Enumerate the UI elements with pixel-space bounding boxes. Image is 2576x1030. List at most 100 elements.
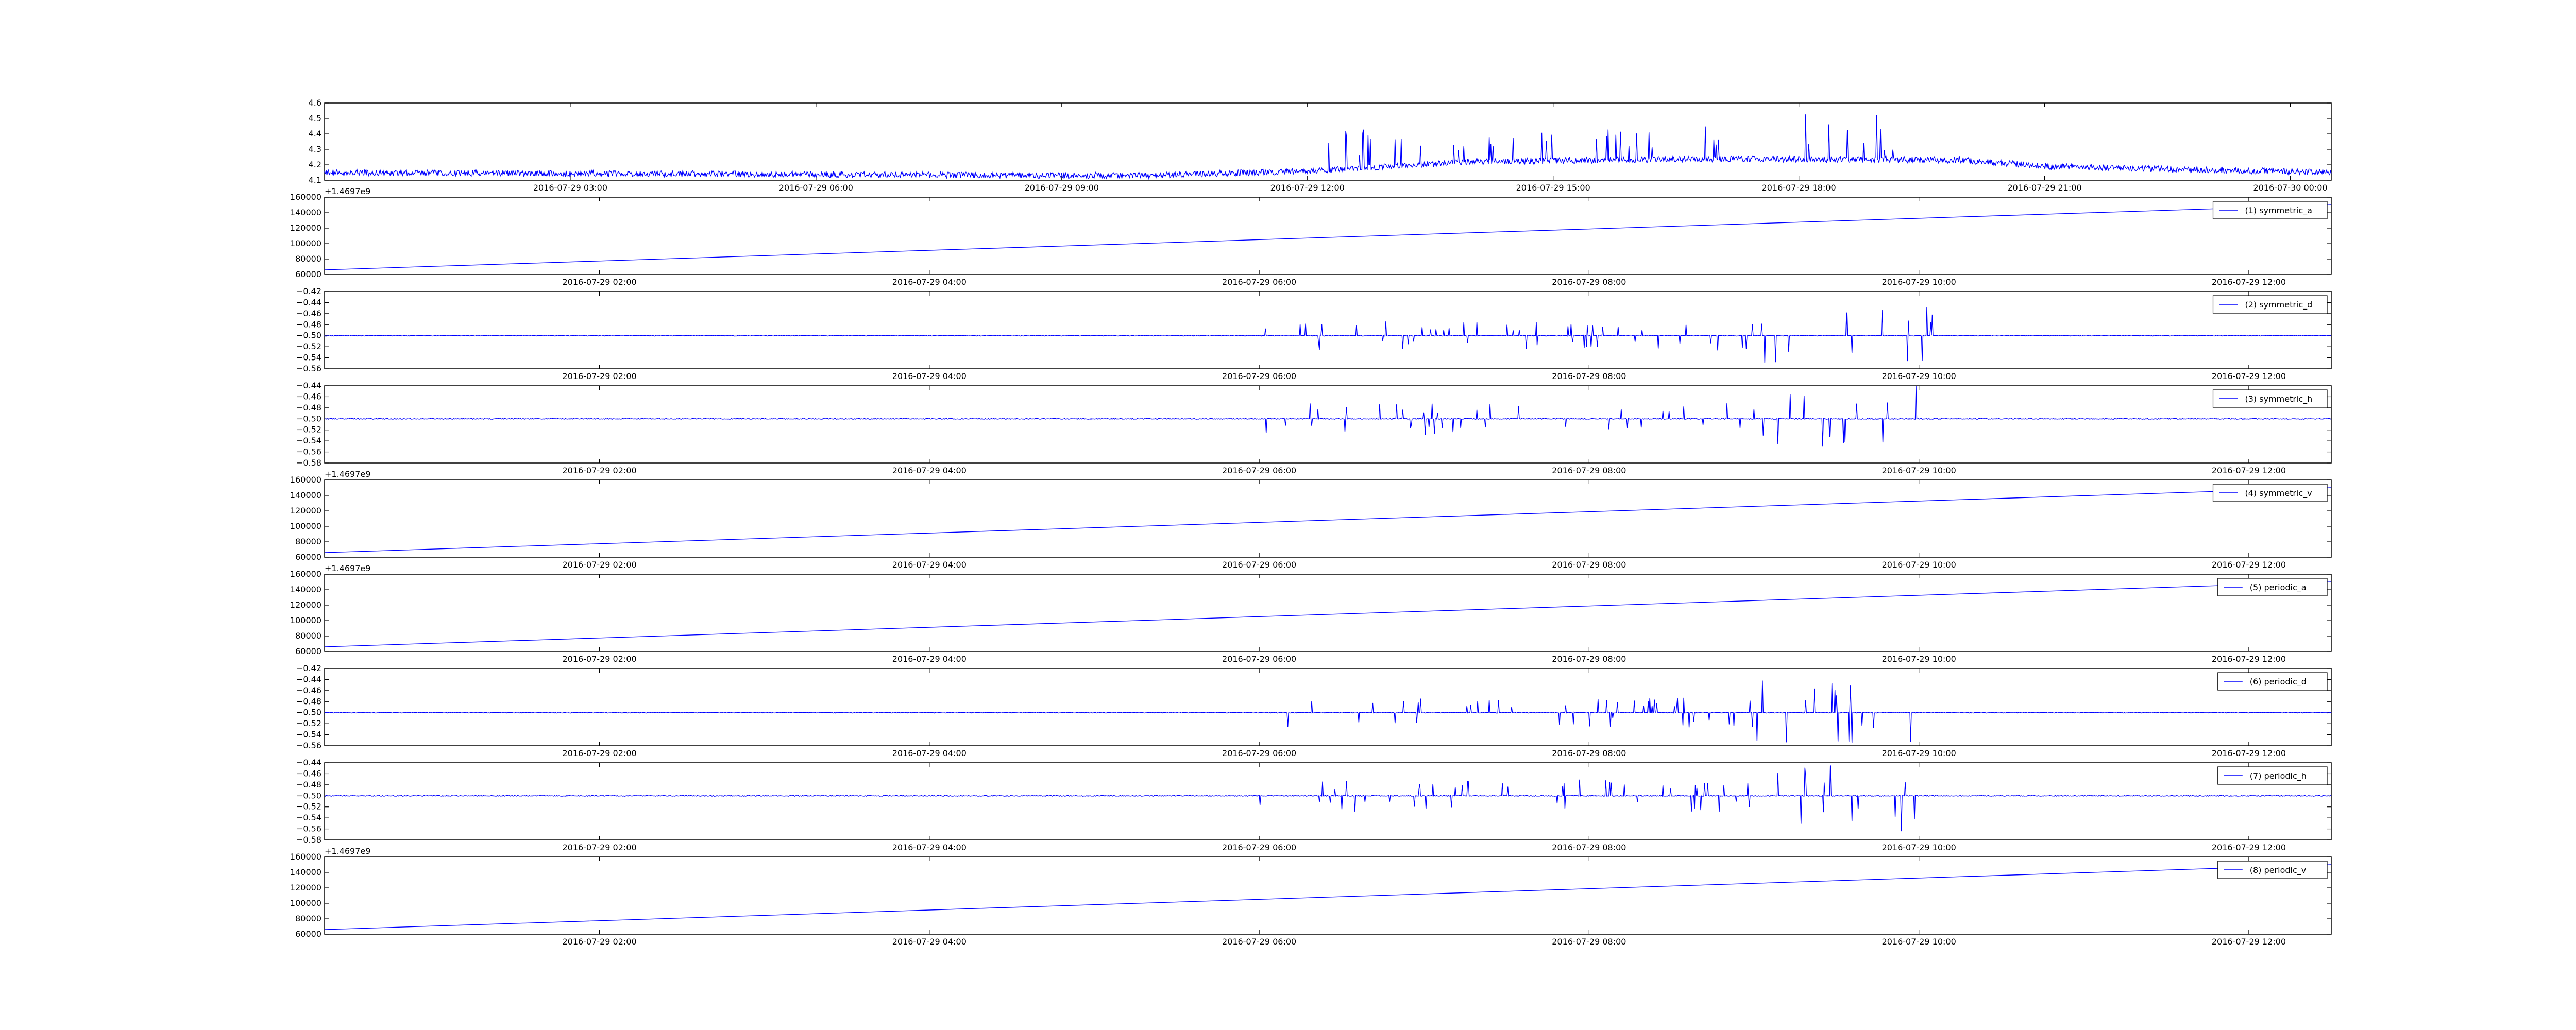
- y-tick-label: −0.50: [296, 708, 321, 717]
- x-tick-label: 2016-07-29 04:00: [892, 843, 967, 852]
- legend-label: (2) symmetric_d: [2245, 300, 2313, 310]
- x-tick-label: 2016-07-29 12:00: [2212, 277, 2286, 287]
- legend-4: (3) symmetric_h: [2212, 389, 2328, 408]
- subplot-9: 2016-07-29 02:00 2016-07-29 04:00 2016-07-…: [290, 846, 2332, 947]
- y-tick-label: 160000: [290, 475, 321, 485]
- x-tick-label: 2016-07-29 06:00: [1222, 748, 1296, 758]
- x-tick-label: 2016-07-29 10:00: [1882, 371, 1956, 381]
- x-tick-label: 2016-07-29 06:00: [1222, 843, 1296, 852]
- y-tick-label: 4.3: [309, 144, 321, 154]
- y-tick-label: −0.44: [296, 758, 321, 767]
- y-tick-label: 60000: [295, 269, 321, 279]
- y-tick-label: 140000: [290, 585, 321, 594]
- x-tick-label: 2016-07-29 04:00: [892, 277, 967, 287]
- x-tick-label: 2016-07-29 15:00: [1516, 183, 1590, 193]
- y-tick-label: 4.6: [309, 98, 321, 108]
- offset-label: +1.4697e9: [325, 563, 370, 573]
- y-tick-label: −0.48: [296, 403, 321, 413]
- y-tick-label: −0.46: [296, 685, 321, 695]
- x-tick-label: 2016-07-29 18:00: [1762, 183, 1836, 193]
- series-line-7: [324, 680, 2332, 743]
- series-line-3: [324, 307, 2331, 363]
- y-tick-label: −0.44: [296, 674, 321, 684]
- x-tick-label: 2016-07-29 12:00: [2212, 843, 2286, 852]
- x-tick-label: 2016-07-29 06:00: [1222, 466, 1296, 475]
- x-tick-label: 2016-07-29 04:00: [892, 466, 967, 475]
- y-tick-label: −0.48: [296, 696, 321, 706]
- legend-label: (8) periodic_v: [2250, 865, 2306, 876]
- x-tick-label: 2016-07-29 02:00: [562, 560, 636, 570]
- y-tick-label: −0.54: [296, 813, 321, 822]
- y-tick-label: 80000: [295, 631, 321, 641]
- y-tick-label: 120000: [290, 883, 321, 892]
- y-tick-label: −0.56: [296, 824, 321, 834]
- legend-3: (2) symmetric_d: [2212, 295, 2328, 314]
- y-tick-label: 60000: [295, 646, 321, 656]
- subplot-3: 2016-07-29 02:00 2016-07-29 04:00 2016-07-…: [296, 286, 2332, 381]
- y-tick-label: −0.58: [296, 835, 321, 845]
- x-tick-label: 2016-07-29 06:00: [1222, 937, 1296, 947]
- x-tick-label: 2016-07-29 09:00: [1025, 183, 1099, 193]
- legend-label: (3) symmetric_h: [2245, 394, 2313, 404]
- x-tick-label: 2016-07-29 08:00: [1552, 937, 1626, 947]
- offset-label: +1.4697e9: [325, 186, 370, 196]
- y-tick-label: 4.5: [309, 113, 321, 123]
- x-tick-label: 2016-07-29 10:00: [1882, 654, 1956, 664]
- legend-8: (7) periodic_h: [2217, 766, 2328, 785]
- y-tick-label: 60000: [295, 929, 321, 939]
- legend-6: (5) periodic_a: [2217, 578, 2328, 596]
- series-line-1: [324, 114, 2332, 180]
- y-tick-label: 4.4: [309, 129, 321, 139]
- y-tick-label: 100000: [290, 615, 321, 625]
- x-tick-label: 2016-07-29 10:00: [1882, 748, 1956, 758]
- y-tick-label: −0.44: [296, 381, 321, 390]
- axes-frame-2: [324, 197, 2332, 275]
- axes-frame-3: [324, 291, 2332, 369]
- x-tick-label: 2016-07-29 10:00: [1882, 560, 1956, 570]
- axes-frame-9: [324, 856, 2332, 935]
- y-tick-label: −0.46: [296, 308, 321, 318]
- x-tick-label: 2016-07-29 04:00: [892, 654, 967, 664]
- legend-5: (4) symmetric_v: [2212, 484, 2328, 502]
- x-tick-label: 2016-07-29 06:00: [1222, 277, 1296, 287]
- x-tick-label: 2016-07-29 12:00: [2212, 466, 2286, 475]
- y-tick-label: −0.42: [296, 286, 321, 296]
- y-tick-label: −0.50: [296, 414, 321, 423]
- axes-frame-1: [324, 102, 2332, 181]
- x-tick-label: 2016-07-29 21:00: [2007, 183, 2081, 193]
- y-tick-label: −0.50: [296, 331, 321, 340]
- legend-7: (6) periodic_d: [2217, 672, 2328, 691]
- y-tick-label: −0.48: [296, 780, 321, 789]
- axes-frame-5: [324, 479, 2332, 558]
- x-tick-label: 2016-07-29 12:00: [2212, 654, 2286, 664]
- x-tick-label: 2016-07-29 08:00: [1552, 843, 1626, 852]
- x-tick-label: 2016-07-29 06:00: [1222, 560, 1296, 570]
- axes-frame-4: [324, 385, 2332, 464]
- subplot-7: 2016-07-29 02:00 2016-07-29 04:00 2016-07-…: [296, 663, 2332, 758]
- x-tick-label: 2016-07-29 08:00: [1552, 466, 1626, 475]
- legend-label: (1) symmetric_a: [2245, 205, 2312, 216]
- x-tick-label: 2016-07-29 06:00: [1222, 654, 1296, 664]
- x-tick-label: 2016-07-29 12:00: [2212, 560, 2286, 570]
- y-tick-label: −0.52: [296, 341, 321, 351]
- subplot-1: 2016-07-29 03:00 2016-07-29 06:00 2016-07-…: [309, 98, 2332, 193]
- y-tick-label: −0.58: [296, 458, 321, 468]
- y-tick-label: 120000: [290, 600, 321, 610]
- series-line-6: [324, 581, 2332, 647]
- y-tick-label: −0.48: [296, 319, 321, 329]
- y-tick-label: −0.56: [296, 447, 321, 457]
- y-tick-label: −0.54: [296, 353, 321, 363]
- x-tick-label: 2016-07-29 02:00: [562, 654, 636, 664]
- offset-label: +1.4697e9: [325, 846, 370, 856]
- x-tick-label: 2016-07-29 04:00: [892, 937, 967, 947]
- y-tick-label: 160000: [290, 192, 321, 202]
- y-tick-label: −0.56: [296, 364, 321, 373]
- y-tick-label: 140000: [290, 867, 321, 877]
- x-tick-label: 2016-07-29 04:00: [892, 748, 967, 758]
- x-tick-label: 2016-07-29 08:00: [1552, 560, 1626, 570]
- x-tick-label: 2016-07-29 04:00: [892, 560, 967, 570]
- y-tick-label: 120000: [290, 223, 321, 233]
- x-tick-label: 2016-07-29 08:00: [1552, 748, 1626, 758]
- y-tick-label: 140000: [290, 490, 321, 500]
